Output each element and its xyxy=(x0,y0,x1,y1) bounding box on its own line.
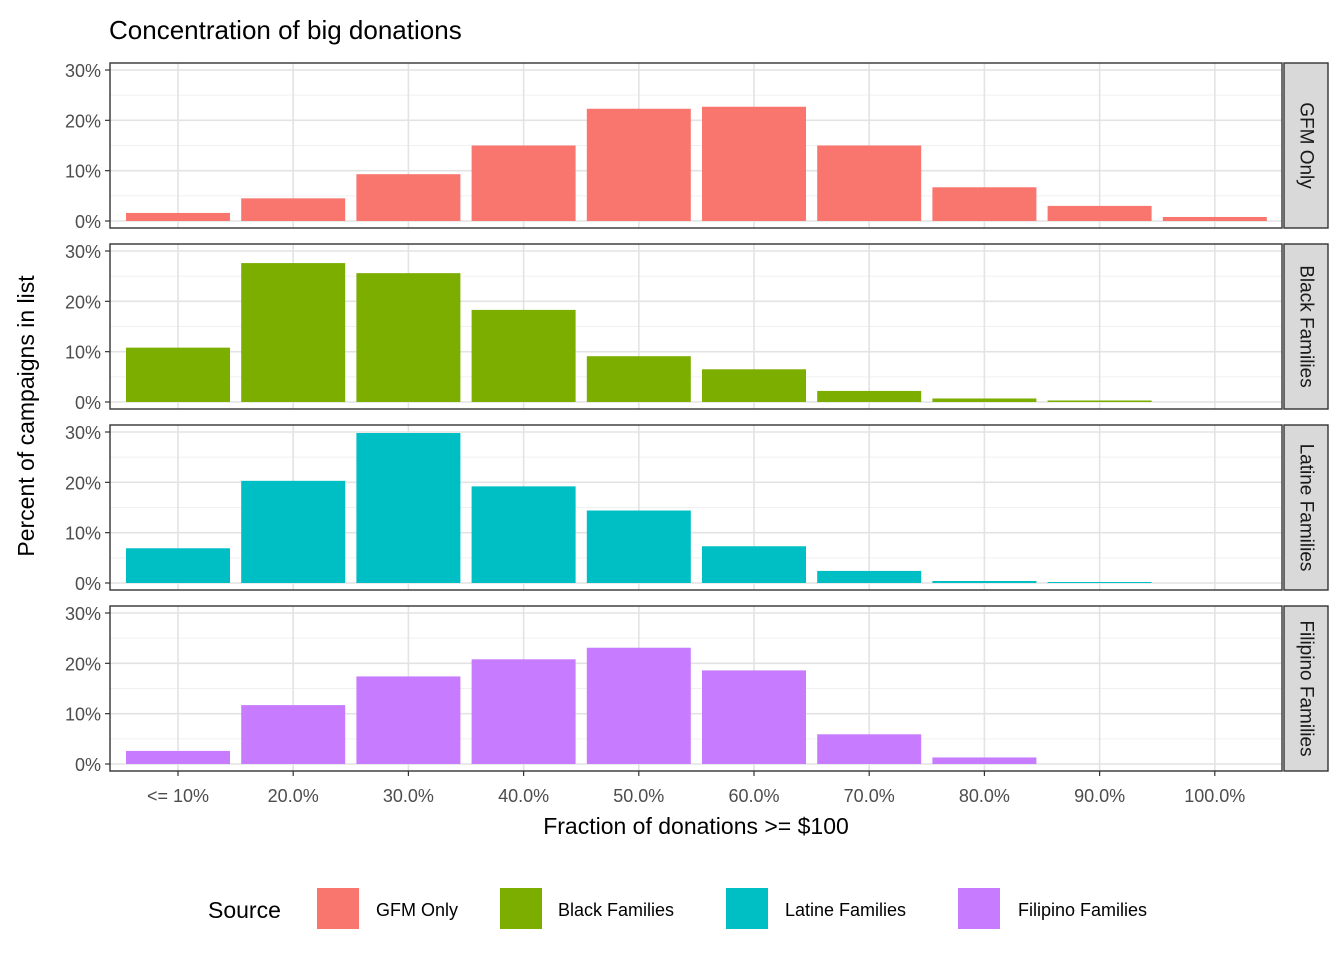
legend: Source GFM Only Black Families Latine Fami… xyxy=(208,888,1147,929)
panel-black-families: 0% 10% 20% 30% Black Families xyxy=(65,242,1329,413)
bar-gfm-only-1 xyxy=(241,198,346,221)
bar-filipino-families-4 xyxy=(586,647,691,764)
y-tick-label: 30% xyxy=(65,604,101,624)
legend-item-gfm-only: GFM Only xyxy=(317,888,458,929)
x-tick-label: 50.0% xyxy=(613,786,664,806)
bar-black-families-5 xyxy=(702,369,806,402)
bar-gfm-only-4 xyxy=(586,108,691,221)
bar-gfm-only-8 xyxy=(1047,205,1152,221)
legend-item-filipino-families: Filipino Families xyxy=(958,888,1147,929)
y-tick-label: 0% xyxy=(75,755,101,775)
facet-strip-label: Black Families xyxy=(1296,265,1317,387)
bar-filipino-families-2 xyxy=(356,676,461,764)
bar-filipino-families-6 xyxy=(817,734,922,764)
bar-latine-families-1 xyxy=(241,480,346,583)
y-tick-label: 0% xyxy=(75,393,101,413)
bar-black-families-3 xyxy=(471,309,576,402)
bar-gfm-only-2 xyxy=(356,174,461,221)
bar-black-families-0 xyxy=(126,347,230,402)
bar-filipino-families-5 xyxy=(702,670,806,764)
bar-filipino-families-1 xyxy=(241,705,346,764)
bar-latine-families-3 xyxy=(471,486,576,583)
bar-filipino-families-3 xyxy=(471,659,576,764)
y-axis-label: Percent of campaigns in list xyxy=(13,275,39,557)
panel-latine-families: 0% 10% 20% 30% Latine Families xyxy=(65,423,1329,594)
x-tick-label: 30.0% xyxy=(383,786,434,806)
facet-strip-label: Latine Families xyxy=(1296,444,1317,572)
bar-gfm-only-5 xyxy=(702,106,806,221)
x-tick-label: 100.0% xyxy=(1184,786,1245,806)
bar-filipino-families-0 xyxy=(126,750,230,764)
x-tick-label: 70.0% xyxy=(844,786,895,806)
y-tick-label: 30% xyxy=(65,242,101,262)
panel-border xyxy=(109,605,1283,772)
bar-latine-families-7 xyxy=(932,580,1037,583)
legend-title: Source xyxy=(208,897,281,923)
y-tick-label: 30% xyxy=(65,61,101,81)
facet-strip-label: GFM Only xyxy=(1296,102,1317,189)
bar-latine-families-4 xyxy=(586,510,691,583)
y-tick-label: 0% xyxy=(75,212,101,232)
bar-latine-families-8 xyxy=(1047,581,1152,583)
y-tick-label: 10% xyxy=(65,705,101,725)
legend-item-black-families: Black Families xyxy=(500,888,674,929)
legend-key xyxy=(958,888,1000,929)
y-tick-label: 10% xyxy=(65,343,101,363)
y-tick-label: 30% xyxy=(65,423,101,443)
x-tick-label: 60.0% xyxy=(728,786,779,806)
bar-filipino-families-7 xyxy=(932,757,1037,764)
legend-key xyxy=(317,888,359,929)
facet-panels: 0% 10% 20% 30% GFM Only 0% 10% 20% 30% Black Fami… xyxy=(65,61,1329,775)
legend-key xyxy=(500,888,542,929)
legend-label: Filipino Families xyxy=(1018,900,1147,920)
bar-latine-families-5 xyxy=(702,546,806,583)
panel-filipino-families: 0% 10% 20% 30% Filipino Families xyxy=(65,604,1329,775)
y-tick-label: 0% xyxy=(75,574,101,594)
bar-gfm-only-3 xyxy=(471,145,576,221)
panel-border xyxy=(109,424,1283,591)
bar-gfm-only-9 xyxy=(1162,216,1267,221)
legend-label: Black Families xyxy=(558,900,674,920)
chart-title: Concentration of big donations xyxy=(109,15,462,45)
legend-label: Latine Families xyxy=(785,900,906,920)
bar-latine-families-6 xyxy=(817,570,922,583)
y-tick-label: 10% xyxy=(65,162,101,182)
y-tick-label: 20% xyxy=(65,654,101,674)
x-tick-label: 80.0% xyxy=(959,786,1010,806)
bar-gfm-only-0 xyxy=(126,212,230,221)
bar-gfm-only-7 xyxy=(932,187,1037,221)
y-tick-label: 20% xyxy=(65,292,101,312)
bar-black-families-7 xyxy=(932,398,1037,402)
facet-strip xyxy=(1283,243,1329,410)
panel-border xyxy=(109,243,1283,410)
x-tick-label: 40.0% xyxy=(498,786,549,806)
bar-black-families-4 xyxy=(586,356,691,402)
x-tick-label: <= 10% xyxy=(147,786,209,806)
x-axis: <= 10% 20.0% 30.0% 40.0% 50.0% 60.0% 70.0% 80.0… xyxy=(147,771,1245,806)
facet-strip-label: Filipino Families xyxy=(1296,620,1317,756)
facet-strip xyxy=(1283,424,1329,591)
bar-black-families-8 xyxy=(1047,400,1152,402)
legend-key xyxy=(726,888,768,929)
panel-gfm-only: 0% 10% 20% 30% GFM Only xyxy=(65,61,1329,232)
y-tick-label: 20% xyxy=(65,111,101,131)
y-tick-label: 10% xyxy=(65,524,101,544)
facet-strip xyxy=(1283,605,1329,772)
legend-label: GFM Only xyxy=(376,900,458,920)
bar-black-families-1 xyxy=(241,263,346,402)
facet-strip xyxy=(1283,62,1329,229)
bar-latine-families-2 xyxy=(356,433,461,583)
bar-black-families-2 xyxy=(356,273,461,402)
x-axis-label: Fraction of donations >= $100 xyxy=(543,813,849,839)
bar-black-families-6 xyxy=(817,390,922,402)
legend-item-latine-families: Latine Families xyxy=(726,888,906,929)
bar-gfm-only-6 xyxy=(817,145,922,221)
x-tick-label: 90.0% xyxy=(1074,786,1125,806)
y-tick-label: 20% xyxy=(65,473,101,493)
x-tick-label: 20.0% xyxy=(268,786,319,806)
bar-latine-families-0 xyxy=(126,548,230,583)
panel-border xyxy=(109,62,1283,229)
